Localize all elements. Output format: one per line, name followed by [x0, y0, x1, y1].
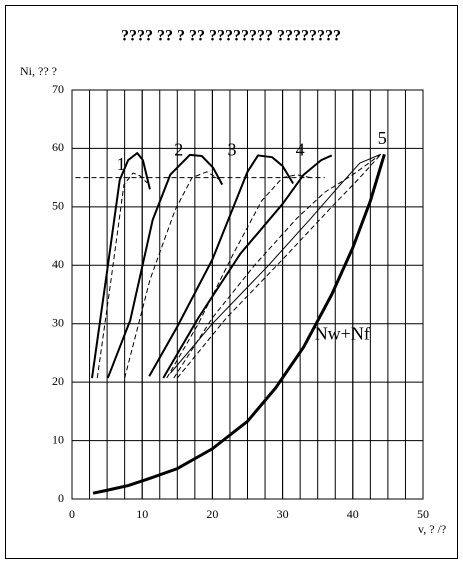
annotation: 3: [228, 139, 237, 159]
x-tick-label: 20: [206, 507, 218, 521]
series-line: [106, 153, 224, 379]
y-tick-label: 40: [52, 257, 64, 271]
series-line: [124, 171, 221, 379]
series-line: [166, 174, 311, 379]
chart-title: ???? ?? ? ?? ???????? ????????: [121, 28, 341, 45]
x-tick-label: 10: [136, 507, 148, 521]
annotation: 1: [117, 154, 126, 174]
series-line: [96, 172, 148, 379]
annotation: 5: [378, 128, 387, 148]
x-axis-label: v, ? /?: [418, 522, 446, 536]
x-tick-label: 0: [69, 507, 75, 521]
y-axis-label: Ni, ?? ?: [20, 64, 57, 78]
y-tick-label: 70: [52, 82, 64, 96]
x-tick-label: 50: [417, 507, 429, 521]
y-tick-label: 20: [52, 374, 64, 388]
y-tick-label: 10: [52, 432, 64, 446]
y-tick-label: 0: [58, 491, 64, 505]
series-line: [92, 153, 386, 495]
series-line: [148, 154, 294, 377]
frame: [5, 5, 458, 559]
y-tick-label: 60: [52, 140, 64, 154]
series-line: [162, 154, 333, 379]
x-tick-label: 30: [277, 507, 289, 521]
y-tick-label: 30: [52, 315, 64, 329]
y-tick-label: 50: [52, 199, 64, 213]
series-line: [173, 153, 382, 379]
series-line: [176, 153, 382, 379]
series-line: [91, 152, 151, 379]
annotation: Nw+Nf: [315, 324, 370, 344]
annotation: 2: [174, 139, 183, 159]
x-tick-label: 40: [347, 507, 359, 521]
series-line: [169, 153, 382, 374]
annotation: 4: [296, 139, 305, 159]
